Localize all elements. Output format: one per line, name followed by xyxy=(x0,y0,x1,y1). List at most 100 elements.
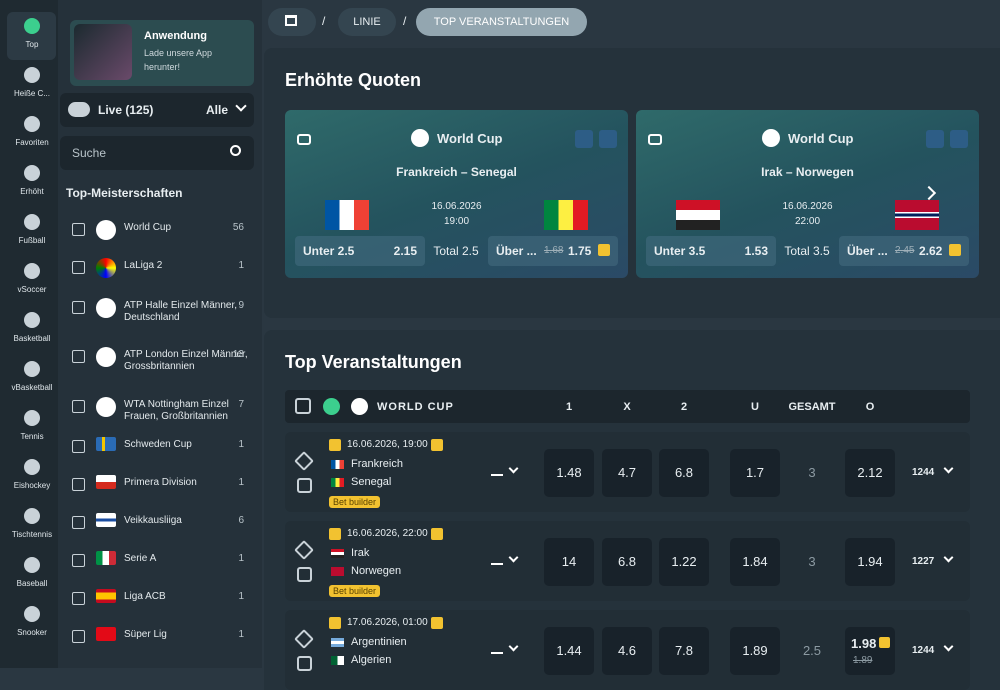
stats-button[interactable] xyxy=(926,130,944,148)
odds-button[interactable]: 1.44 xyxy=(544,627,594,675)
nav-label[interactable]: Top xyxy=(25,40,39,49)
more-markets[interactable]: 1244 xyxy=(912,467,935,478)
checkbox[interactable] xyxy=(72,478,85,491)
flag xyxy=(96,551,116,565)
pin-icon[interactable] xyxy=(294,540,314,560)
odds-button[interactable]: 6.8 xyxy=(659,449,709,497)
star-icon[interactable] xyxy=(297,567,312,582)
app-banner[interactable]: Anwendung Lade unsere App herunter! xyxy=(70,20,254,86)
star-icon[interactable] xyxy=(295,398,311,414)
checkbox[interactable] xyxy=(72,301,85,314)
star-icon[interactable] xyxy=(297,478,312,493)
live-filter[interactable]: Alle xyxy=(206,103,229,117)
chevron[interactable] xyxy=(943,463,954,474)
championship-item[interactable]: Liga ACB 1 xyxy=(58,587,262,617)
bet-builder-badge[interactable]: Bet builder xyxy=(329,496,381,508)
more-markets[interactable]: 1227 xyxy=(912,556,935,567)
boosted-card[interactable]: World Cup Irak – Norwegen 16.06.2026 22:00 U… xyxy=(636,110,979,278)
checkbox[interactable] xyxy=(72,400,85,413)
chevron[interactable] xyxy=(943,552,954,563)
odds-button[interactable]: 1.98 1.89 xyxy=(845,627,895,675)
checkbox[interactable] xyxy=(72,350,85,363)
nav-label[interactable]: Favoriten xyxy=(15,138,49,147)
odds-button[interactable]: 2.12 xyxy=(845,449,895,497)
checkbox[interactable] xyxy=(72,516,85,529)
banner-title: Anwendung xyxy=(144,30,207,42)
column-header: U xyxy=(751,401,759,413)
odds-button[interactable]: 7.8 xyxy=(659,627,709,675)
nav-label[interactable]: Heiße C... xyxy=(13,89,50,98)
odds-button[interactable]: Unter 3.5 1.53 xyxy=(646,236,776,266)
sport-icon xyxy=(323,398,340,415)
boosted-card[interactable]: World Cup Frankreich – Senegal 16.06.2026 1… xyxy=(285,110,628,278)
odds-label: Unter 2.5 xyxy=(303,244,355,258)
more-markets[interactable]: 1244 xyxy=(912,645,935,656)
nav-label[interactable]: Fußball xyxy=(18,236,46,245)
star-icon[interactable] xyxy=(297,656,312,671)
column-header: 2 xyxy=(680,401,688,413)
stats-button[interactable] xyxy=(599,130,617,148)
championship-item[interactable]: WTA Nottingham Einzel Frauen, Großbritan… xyxy=(58,395,262,425)
championship-item[interactable]: Veikkausliiga 6 xyxy=(58,511,262,541)
odds-button[interactable]: 1.48 xyxy=(544,449,594,497)
odds-button[interactable]: 14 xyxy=(544,538,594,586)
breadcrumb-item[interactable]: TOP VERANSTALTUNGEN xyxy=(416,8,587,36)
stats-button[interactable] xyxy=(950,130,968,148)
nav-label[interactable]: vBasketball xyxy=(11,383,53,392)
checkbox[interactable] xyxy=(72,440,85,453)
championship-item[interactable]: ATP Halle Einzel Männer, Deutschland 9 xyxy=(58,296,262,326)
event-row[interactable]: 17.06.2026, 01:00 Argentinien Algerien 1.44… xyxy=(285,610,970,690)
chevron[interactable] xyxy=(508,552,519,563)
championship-item[interactable]: World Cup 56 xyxy=(58,218,262,248)
championship-item[interactable]: Primera Division 1 xyxy=(58,473,262,503)
championship-item[interactable]: LaLiga 2 1 xyxy=(58,256,262,286)
odds-button[interactable]: 1.22 xyxy=(659,538,709,586)
pin-icon[interactable] xyxy=(294,451,314,471)
pin-icon[interactable] xyxy=(294,629,314,649)
nav-label[interactable]: Basketball xyxy=(13,334,51,343)
breadcrumb-separator: / xyxy=(322,14,326,28)
championship-item[interactable]: Schweden Cup 1 xyxy=(58,435,262,465)
event-row[interactable]: 16.06.2026, 19:00 Frankreich Senegal Bet bu… xyxy=(285,432,970,512)
home-button[interactable] xyxy=(268,8,316,36)
nav-label[interactable]: Erhöht xyxy=(20,187,44,196)
odds-button[interactable]: 1.89 xyxy=(730,627,780,675)
odds-button[interactable]: 1.84 xyxy=(730,538,780,586)
championship-item[interactable]: Süper Lig 1 xyxy=(58,625,262,655)
nav-icon xyxy=(24,557,40,573)
chevron[interactable] xyxy=(943,641,954,652)
odds-button[interactable]: 1.7 xyxy=(730,449,780,497)
nav-label[interactable]: Eishockey xyxy=(13,481,51,490)
search-box[interactable]: Suche xyxy=(60,136,254,170)
nav-label[interactable]: Tischtennis xyxy=(11,530,53,539)
team-name: Algerien xyxy=(351,654,392,666)
checkbox[interactable] xyxy=(72,223,85,236)
checkbox[interactable] xyxy=(72,261,85,274)
card-match: Irak – Norwegen xyxy=(761,165,854,179)
championship-count: 13 xyxy=(232,349,244,360)
event-row[interactable]: 16.06.2026, 22:00 Irak Norwegen Bet builder… xyxy=(285,521,970,601)
toggle[interactable] xyxy=(68,102,90,117)
odds-button[interactable]: Über ... 1.68 1.75 xyxy=(488,236,618,266)
chevron[interactable] xyxy=(508,463,519,474)
odds-button[interactable]: 1.94 xyxy=(845,538,895,586)
checkbox[interactable] xyxy=(72,630,85,643)
bet-builder-badge[interactable]: Bet builder xyxy=(329,585,381,597)
odds-button[interactable]: Unter 2.5 2.15 xyxy=(295,236,425,266)
nav-label[interactable]: vSoccer xyxy=(17,285,47,294)
odds-label: Über ... xyxy=(496,244,537,258)
nav-label[interactable]: Snooker xyxy=(17,628,47,637)
odds-button[interactable]: 6.8 xyxy=(602,538,652,586)
nav-label[interactable]: Baseball xyxy=(16,579,48,588)
odds-button[interactable]: 4.7 xyxy=(602,449,652,497)
odds-button[interactable]: 4.6 xyxy=(602,627,652,675)
checkbox[interactable] xyxy=(72,592,85,605)
chevron[interactable] xyxy=(508,641,519,652)
championship-item[interactable]: ATP London Einzel Männer, Grossbritannie… xyxy=(58,345,262,375)
stats-button[interactable] xyxy=(575,130,593,148)
checkbox[interactable] xyxy=(72,554,85,567)
odds-button[interactable]: Über ... 2.45 2.62 xyxy=(839,236,969,266)
nav-label[interactable]: Tennis xyxy=(20,432,44,441)
breadcrumb-item[interactable]: LINIE xyxy=(338,8,396,36)
championship-item[interactable]: Serie A 1 xyxy=(58,549,262,579)
